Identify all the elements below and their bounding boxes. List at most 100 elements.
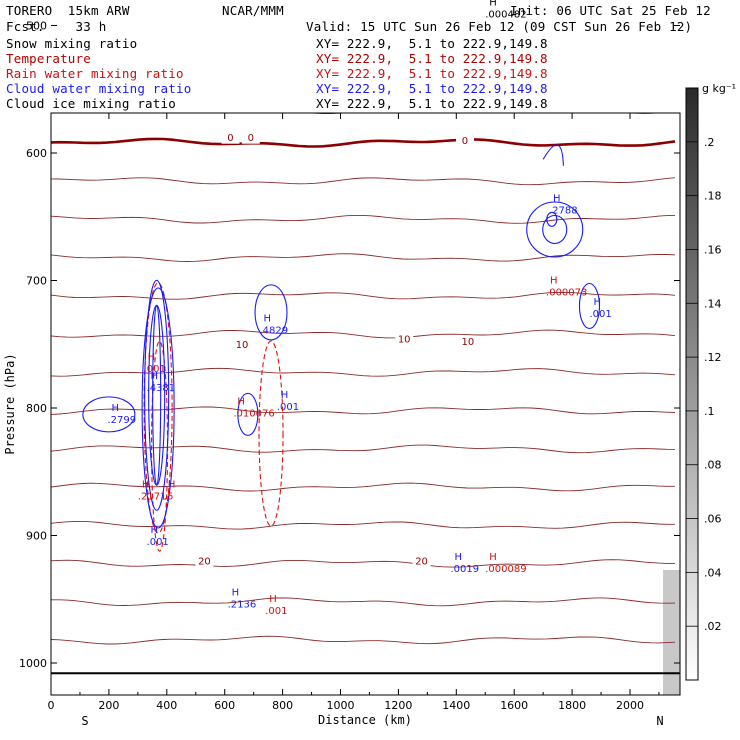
temperature-label: 10: [462, 337, 475, 348]
extremum-value-cloud: .001: [277, 402, 299, 413]
temperature-label-bg: [455, 134, 474, 147]
x-tick-label: 1000: [327, 699, 355, 712]
temperature-label-bg: [412, 555, 431, 567]
isotherm: [51, 406, 676, 415]
init-time: Init: 06 UTC Sat 25 Feb 12: [510, 3, 711, 18]
x-tick-label: 200: [98, 699, 119, 712]
temperature-label-bg: [233, 338, 252, 351]
y-tick-label: 800: [26, 402, 47, 415]
temperature-label: 10: [398, 335, 411, 346]
temperature-label: 20: [415, 557, 428, 568]
temperature-label-bg: [195, 555, 214, 567]
extremum-value-rain: .010076: [233, 408, 274, 419]
cloud-water-contour: [141, 287, 175, 529]
extremum-marker: H: [232, 588, 240, 599]
x-axis-label: Distance (km): [318, 713, 412, 727]
isotherm: [307, 113, 661, 115]
rain-contour: [258, 340, 284, 527]
isotherm-zero: [51, 137, 676, 148]
temperature-label: 0: [227, 133, 233, 144]
organization: NCAR/MMM: [222, 3, 284, 18]
extremum-marker: H: [489, 0, 497, 8]
extremum-marker: H: [263, 314, 271, 325]
isotherm: [51, 597, 676, 607]
x-tick-label: 2000: [616, 699, 644, 712]
forecast-hour: Fcst. 33 h: [6, 19, 107, 34]
y-tick-label: 700: [26, 275, 47, 288]
y-tick-label: 600: [26, 147, 47, 160]
isotherm: [51, 367, 676, 377]
colorbar-tick-label: .18: [704, 190, 722, 203]
colorbar-tick-label: .06: [704, 513, 722, 526]
extremum-marker: H: [237, 396, 245, 407]
plot-frame: [50, 112, 681, 696]
temperature-label-bg: [395, 333, 414, 346]
x-tick-label: 1800: [558, 699, 586, 712]
extremum-value-cloud: .001: [147, 537, 169, 548]
extremum-marker: H: [489, 552, 497, 563]
cloud-water-contour: [542, 144, 564, 166]
x-tick-label: 600: [214, 699, 235, 712]
cloud-water-contour: [237, 392, 259, 436]
extremum-marker: H: [142, 479, 150, 490]
extremum-value-rain: .5: [164, 491, 174, 502]
cloud-water-contour: [148, 304, 166, 486]
colorbar-tick-label: .04: [704, 566, 722, 579]
extremum-marker: H: [151, 525, 159, 536]
cloud-water-contour: [254, 284, 288, 341]
cloud-water-contour: [82, 396, 136, 433]
isotherm: [51, 214, 676, 224]
extremum-marker: H: [553, 194, 561, 205]
snow-shading-edge: [663, 570, 680, 695]
north-label: N: [656, 714, 663, 728]
isotherm: [51, 635, 676, 645]
x-tick-label: 400: [156, 699, 177, 712]
isotherm: [51, 66, 675, 74]
cloud-water-contour: [152, 304, 162, 486]
extremum-value-cloud: .2788: [549, 206, 578, 217]
extremum-value-cloud: .0019: [451, 564, 480, 575]
field-name-snow: Snow mixing ratio: [6, 36, 138, 51]
field-xy-rain: XY= 222.9, 5.1 to 222.9,149.8: [316, 66, 548, 81]
isotherm: [51, 291, 676, 300]
isotherm: [51, 177, 676, 186]
extremum-value-cloud: .001: [589, 309, 611, 320]
field-name-rain: Rain water mixing ratio: [6, 66, 184, 81]
cloud-water-contour: [526, 201, 584, 258]
colorbar: [685, 87, 699, 681]
temperature-label-bg: [241, 131, 260, 144]
cloud-water-contour: [144, 279, 170, 511]
isotherm: [51, 253, 676, 262]
colorbar-tick-label: .02: [704, 620, 722, 633]
extremum-value-cloud: .4829: [259, 326, 288, 337]
field-name-cloud-water: Cloud water mixing ratio: [6, 81, 192, 96]
y-tick-label: 1000: [19, 657, 47, 670]
isotherm: [51, 444, 676, 454]
x-tick-label: 800: [272, 699, 293, 712]
snow-shading-plume: [261, 0, 281, 19]
temperature-label: 0: [248, 133, 254, 144]
field-name-temperature: Temperature: [6, 51, 91, 66]
colorbar-tick-label: .12: [704, 351, 722, 364]
y-axis-label: Pressure (hPa): [3, 353, 17, 454]
extremum-marker: H: [269, 594, 277, 605]
field-name-cloud-ice: Cloud ice mixing ratio: [6, 96, 176, 111]
cloud-water-contour: [546, 211, 558, 227]
isotherm: [51, 520, 675, 530]
field-xy-snow: XY= 222.9, 5.1 to 222.9,149.8: [316, 36, 548, 51]
cloud-water-contour: [542, 214, 568, 245]
temperature-label-bg: [458, 335, 477, 348]
field-xy-cloud-water: XY= 222.9, 5.1 to 222.9,149.8: [316, 81, 548, 96]
extremum-marker: H: [151, 371, 159, 382]
extremum-value-rain: .2171: [138, 491, 167, 502]
extremum-value-rain: .001: [144, 364, 166, 375]
cloud-water-contour: [578, 282, 601, 330]
isotherm: [51, 329, 676, 339]
x-tick-label: 1200: [384, 699, 412, 712]
extremum-value-rain: .001: [265, 606, 287, 617]
temperature-label: 10: [236, 340, 249, 351]
x-tick-label: 1400: [442, 699, 470, 712]
extremum-marker: H: [281, 390, 289, 401]
extremum-marker: H: [148, 352, 156, 363]
